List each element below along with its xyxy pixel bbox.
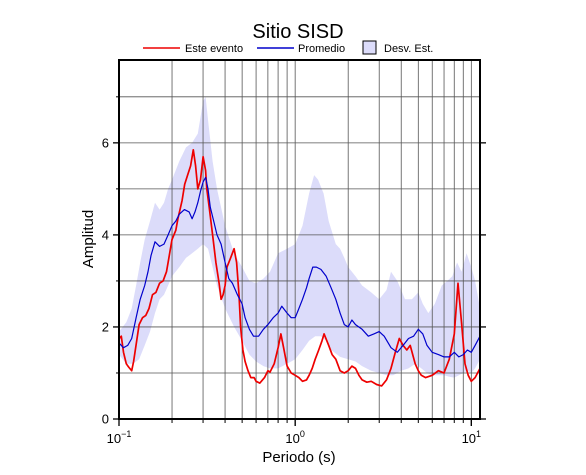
legend: Este evento Promedio Desv. Est. [143, 40, 433, 55]
y-axis-label: Amplitud [80, 210, 97, 268]
plot-frame [118, 59, 481, 420]
x-axis-label: Periodo (s) [262, 449, 335, 466]
legend-label-average: Promedio [298, 43, 345, 55]
x-tick-label: 101 [462, 429, 481, 446]
y-tick-label: 4 [102, 227, 109, 242]
std-band [119, 96, 480, 378]
x-tick-label: 100 [285, 429, 304, 446]
series-line-event [118, 148, 481, 387]
legend-swatch-std [362, 40, 377, 55]
y-tick-label: 0 [102, 412, 109, 427]
chart-title: Sitio SISD [252, 21, 343, 43]
legend-label-event: Este evento [185, 43, 243, 55]
y-tick-label: 2 [102, 319, 109, 334]
series-line-average [118, 176, 481, 358]
x-tick-label: 10−1 [107, 429, 132, 446]
y-tick-label: 6 [102, 135, 109, 150]
legend-label-std: Desv. Est. [384, 43, 433, 55]
